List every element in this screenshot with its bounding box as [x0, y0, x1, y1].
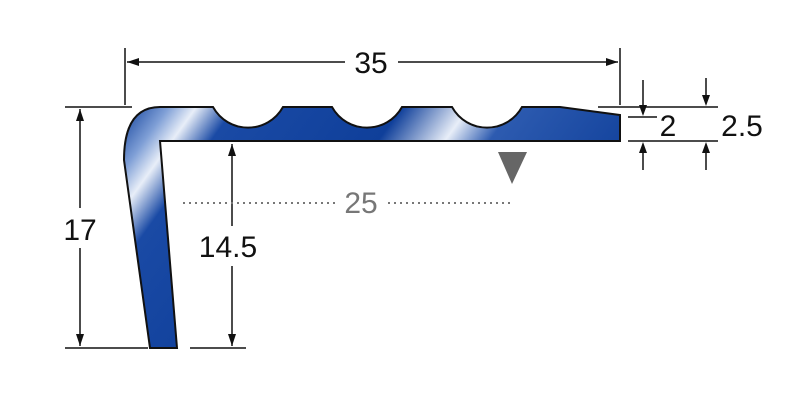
thickness-inner-label: 2 [660, 110, 677, 143]
dimension-thickness: 2 2.5 [598, 78, 763, 170]
dimension-width: 35 [124, 47, 621, 105]
dimension-tread-depth: 25 [183, 152, 527, 220]
width-label: 35 [354, 47, 387, 80]
dimension-height: 17 [63, 106, 148, 349]
thickness-outer-label: 2.5 [721, 110, 763, 143]
dimension-inner-height: 14.5 [190, 144, 257, 349]
height-label: 17 [63, 214, 96, 247]
inner-height-label: 14.5 [199, 231, 257, 264]
marker-triangle-icon [498, 152, 527, 184]
tread-depth-label: 25 [344, 187, 377, 220]
profile-shape [122, 106, 621, 349]
